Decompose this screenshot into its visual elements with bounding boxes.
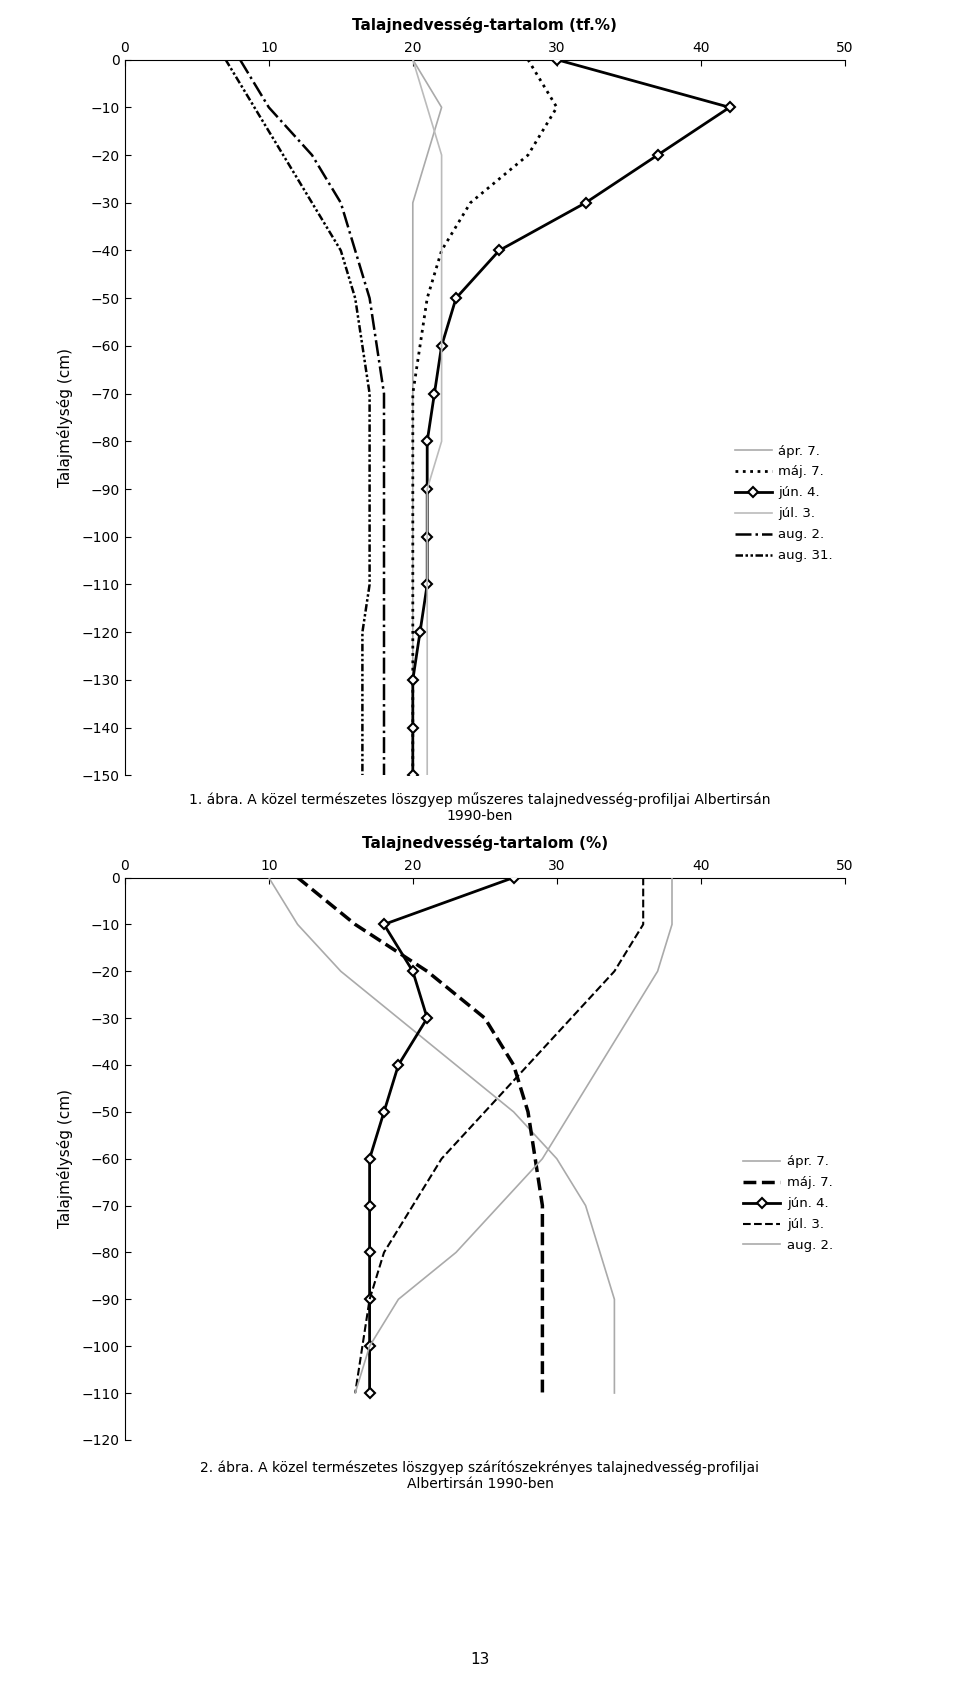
Legend: ápr. 7., máj. 7., jún. 4., júl. 3., aug. 2.: ápr. 7., máj. 7., jún. 4., júl. 3., aug.… xyxy=(738,1150,838,1258)
X-axis label: Talajnedvesség-tartalom (%): Talajnedvesség-tartalom (%) xyxy=(362,835,608,850)
X-axis label: Talajnedvesség-tartalom (tf.%): Talajnedvesség-tartalom (tf.%) xyxy=(352,17,617,32)
Text: 13: 13 xyxy=(470,1651,490,1667)
Y-axis label: Talajmélység (cm): Talajmélység (cm) xyxy=(58,1089,74,1229)
Text: 1. ábra. A közel természetes löszgyep műszeres talajnedvesség-profiljai Albertir: 1. ábra. A közel természetes löszgyep mű… xyxy=(189,792,771,823)
Y-axis label: Talajmélység (cm): Talajmélység (cm) xyxy=(58,348,74,487)
Legend: ápr. 7., máj. 7., jún. 4., júl. 3., aug. 2., aug. 31.: ápr. 7., máj. 7., jún. 4., júl. 3., aug.… xyxy=(730,440,838,567)
Text: 2. ábra. A közel természetes löszgyep szárítószekrényes talajnedvesség-profiljai: 2. ábra. A közel természetes löszgyep sz… xyxy=(201,1460,759,1491)
